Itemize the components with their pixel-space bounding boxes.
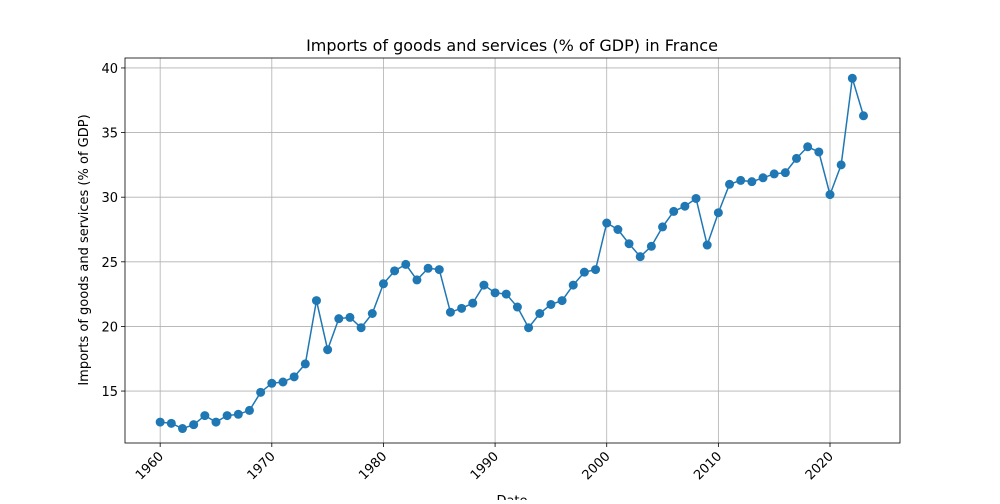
data-point bbox=[300, 359, 310, 369]
data-point bbox=[702, 240, 712, 250]
data-point bbox=[747, 177, 757, 187]
data-point bbox=[680, 201, 690, 211]
data-point bbox=[501, 289, 511, 299]
data-point bbox=[334, 314, 344, 324]
data-point bbox=[445, 307, 455, 317]
x-axis-label: Date bbox=[496, 494, 527, 500]
data-point bbox=[289, 372, 299, 382]
y-tick-label: 35 bbox=[101, 127, 118, 142]
x-tick-label: 1970 bbox=[245, 449, 279, 483]
data-point bbox=[278, 377, 288, 387]
data-point bbox=[367, 309, 377, 319]
data-point bbox=[490, 288, 500, 298]
data-point bbox=[479, 280, 489, 290]
data-point bbox=[434, 265, 444, 275]
x-tick-label: 2010 bbox=[691, 449, 725, 483]
data-point bbox=[378, 279, 388, 289]
data-point bbox=[858, 111, 868, 121]
y-tick-label: 30 bbox=[101, 191, 118, 206]
data-point bbox=[568, 280, 578, 290]
data-point bbox=[736, 175, 746, 185]
data-point bbox=[557, 296, 567, 306]
data-point bbox=[646, 241, 656, 251]
data-point bbox=[323, 345, 333, 355]
data-point bbox=[725, 179, 735, 189]
data-point bbox=[244, 405, 254, 415]
data-point bbox=[200, 411, 210, 421]
data-point bbox=[825, 190, 835, 200]
x-tick-label: 2000 bbox=[580, 449, 614, 483]
data-point bbox=[624, 239, 634, 249]
data-point bbox=[792, 153, 802, 163]
data-point bbox=[222, 411, 232, 421]
data-point bbox=[769, 169, 779, 179]
data-point bbox=[847, 73, 857, 83]
y-tick-label: 40 bbox=[101, 62, 118, 77]
data-point bbox=[401, 259, 411, 269]
data-point bbox=[189, 420, 199, 430]
data-point bbox=[669, 206, 679, 216]
data-point bbox=[412, 275, 422, 285]
data-point bbox=[579, 267, 589, 277]
x-tick-label: 1990 bbox=[468, 449, 502, 483]
data-point bbox=[814, 147, 824, 157]
data-point bbox=[803, 142, 813, 152]
data-point bbox=[546, 299, 556, 309]
data-point bbox=[780, 168, 790, 178]
data-point bbox=[177, 424, 187, 434]
data-point bbox=[356, 323, 366, 333]
data-point bbox=[635, 252, 645, 262]
y-tick-label: 15 bbox=[101, 385, 118, 400]
data-point bbox=[658, 222, 668, 232]
data-point bbox=[457, 303, 467, 313]
chart-title: Imports of goods and services (% of GDP)… bbox=[306, 36, 718, 55]
data-point bbox=[524, 323, 534, 333]
y-axis-label: Imports of goods and services (% of GDP) bbox=[77, 114, 92, 385]
y-tick-label: 25 bbox=[101, 256, 118, 271]
x-tick-label: 2020 bbox=[803, 449, 837, 483]
data-point bbox=[591, 265, 601, 275]
data-point bbox=[613, 224, 623, 234]
data-point bbox=[256, 387, 266, 397]
plot-frame bbox=[124, 57, 901, 444]
data-point bbox=[155, 417, 165, 427]
data-point bbox=[390, 266, 400, 276]
data-point bbox=[166, 418, 176, 428]
x-tick-label: 1960 bbox=[133, 449, 167, 483]
data-point bbox=[468, 298, 478, 308]
data-point bbox=[211, 417, 221, 427]
data-point bbox=[267, 378, 277, 388]
x-tick-label: 1980 bbox=[356, 449, 390, 483]
data-point bbox=[691, 193, 701, 203]
data-point bbox=[233, 409, 243, 419]
data-point bbox=[535, 309, 545, 319]
data-point bbox=[423, 263, 433, 273]
data-point bbox=[512, 302, 522, 312]
data-point bbox=[311, 296, 321, 306]
data-point bbox=[345, 312, 355, 322]
data-point bbox=[758, 173, 768, 183]
data-line bbox=[160, 78, 865, 430]
data-point bbox=[836, 160, 846, 170]
data-point bbox=[602, 218, 612, 228]
y-tick-label: 20 bbox=[101, 320, 118, 335]
data-point bbox=[713, 208, 723, 218]
